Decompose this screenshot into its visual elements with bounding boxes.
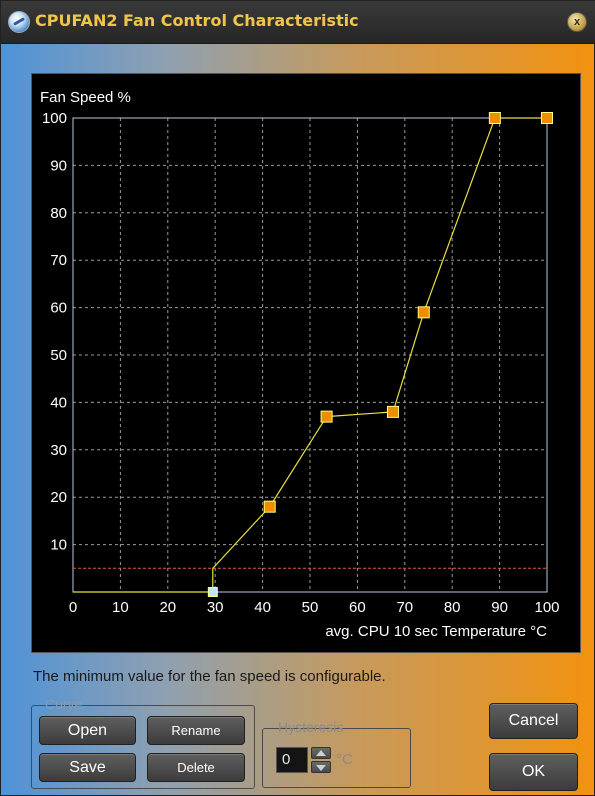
curve-point[interactable] [541,112,553,124]
y-axis-title: Fan Speed % [40,89,131,106]
x-tick-label: 90 [491,599,508,616]
x-tick-label: 40 [254,599,271,616]
y-tick-label: 90 [50,157,67,174]
fan-curve-chart[interactable]: 0 10 20 30 40 50 60 70 80 90 100 10 20 30 40 50 60 70 80 90… [31,73,581,653]
delete-button[interactable]: Delete [147,753,245,782]
plot-frame [72,117,548,593]
title-bar[interactable]: CPUFAN2 Fan Control Characteristic x [1,1,595,44]
y-tick-label: 70 [50,252,67,269]
x-tick-label: 20 [159,599,176,616]
curve-group-label: Curve [45,696,83,712]
x-tick-label: 0 [69,599,77,616]
open-button[interactable]: Open [39,716,136,745]
window-title: CPUFAN2 Fan Control Characteristic [35,11,359,30]
x-tick-label: 100 [534,599,559,616]
y-tick-label: 30 [50,442,67,459]
y-tick-label: 10 [50,537,67,554]
x-tick-label: 70 [396,599,413,616]
y-tick-label: 60 [50,300,67,317]
curve-point[interactable] [320,410,333,423]
selected-curve-point[interactable] [207,587,218,597]
hint-text: The minimum value for the fan speed is c… [33,668,386,685]
curve-point[interactable] [488,112,501,124]
hysteresis-increment-button[interactable] [311,747,331,759]
y-tick-label: 40 [50,394,67,411]
y-tick-label: 100 [42,110,67,127]
arrow-down-icon [316,765,326,771]
arrow-up-icon [316,750,326,756]
hysteresis-decrement-button[interactable] [311,761,331,773]
hysteresis-unit: °C [336,751,353,768]
save-button[interactable]: Save [39,753,136,782]
x-tick-label: 30 [207,599,224,616]
x-tick-label: 50 [302,599,319,616]
chart-svg[interactable]: 0 10 20 30 40 50 60 70 80 90 100 10 20 30 40 50 60 70 80 90… [32,74,580,652]
ok-button[interactable]: OK [489,753,578,791]
curve-point[interactable] [386,405,399,418]
close-button[interactable]: x [567,12,587,32]
curve-group: Curve [31,696,255,789]
x-tick-label: 60 [349,599,366,616]
x-axis-title: avg. CPU 10 sec Temperature °C [325,623,547,640]
hysteresis-group: Hysteresis [262,719,411,788]
x-tick-label: 10 [112,599,129,616]
y-tick-label: 50 [50,347,67,364]
y-tick-label: 80 [50,205,67,222]
hysteresis-input[interactable]: 0 [276,747,308,773]
app-icon [8,11,30,33]
curve-point[interactable] [263,500,276,513]
hysteresis-group-label: Hysteresis [278,719,344,735]
y-tick-label: 20 [50,489,67,506]
x-tick-label: 80 [444,599,461,616]
curve-point[interactable] [417,306,430,319]
cancel-button[interactable]: Cancel [489,703,578,739]
rename-button[interactable]: Rename [147,716,245,745]
